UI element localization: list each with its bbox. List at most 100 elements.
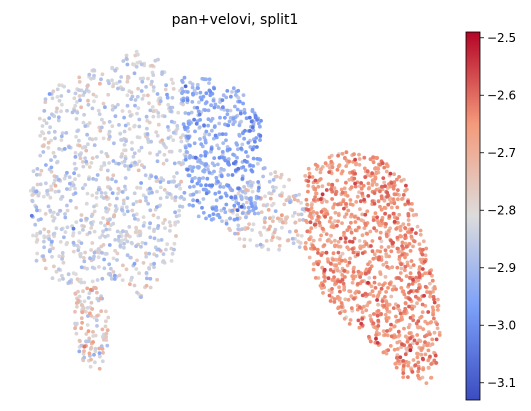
scatter-point [362,226,367,231]
scatter-point [253,201,257,205]
scatter-point [240,176,245,181]
scatter-point [308,211,313,216]
scatter-point [116,86,120,91]
scatter-point [125,93,130,98]
scatter-point [336,244,341,249]
scatter-point [43,266,48,271]
scatter-point [96,247,101,251]
scatter-point [236,147,240,152]
scatter-point [49,158,53,163]
scatter-point [185,90,190,94]
scatter-points [28,49,442,385]
scatter-point [91,177,95,181]
scatter-point [104,309,108,314]
scatter-point [408,271,413,276]
scatter-point [191,165,196,170]
scatter-point [226,183,231,188]
scatter-point [368,229,373,234]
scatter-point [228,216,233,221]
scatter-point [365,232,369,236]
scatter-point [322,267,327,272]
scatter-point [135,258,139,263]
scatter-point [86,98,90,103]
scatter-point [350,247,355,251]
scatter-point [392,172,396,177]
scatter-point [36,193,41,198]
scatter-point [97,354,102,359]
scatter-point [86,296,91,300]
scatter-point [99,309,104,314]
scatter-point [90,241,95,245]
scatter-point [83,156,87,161]
scatter-point [90,265,95,270]
scatter-point [150,105,155,109]
scatter-point [400,244,404,248]
scatter-point [75,129,80,134]
scatter-point [251,222,256,227]
scatter-point [239,205,244,209]
scatter-point [212,163,217,168]
scatter-point [287,177,291,182]
scatter-point [381,176,386,181]
scatter-point [403,301,408,305]
scatter-point [187,203,192,207]
scatter-point [340,258,344,263]
scatter-point [154,179,159,184]
scatter-point [358,207,362,212]
scatter-point [63,215,68,220]
scatter-point [366,280,370,285]
scatter-point [92,143,97,148]
scatter-point [77,143,82,148]
scatter-point [137,124,142,129]
scatter-point [51,150,56,155]
scatter-point [99,77,103,82]
scatter-point [339,187,344,192]
scatter-point [296,198,300,203]
scatter-point [103,105,107,110]
scatter-point [84,339,88,344]
scatter-point [89,357,93,362]
scatter-point [257,183,262,187]
scatter-point [99,150,104,154]
scatter-point [371,294,376,298]
scatter-point [248,238,253,242]
scatter-point [88,311,92,316]
scatter-point [253,139,257,144]
scatter-point [427,290,432,295]
scatter-point [138,229,142,234]
scatter-point [107,119,112,124]
scatter-point [148,151,152,156]
scatter-point [49,165,54,170]
scatter-point [327,155,332,160]
scatter-point [53,154,57,159]
scatter-point [136,86,141,91]
scatter-point [311,243,315,248]
scatter-point [416,278,421,283]
scatter-point [167,192,172,196]
scatter-point [81,186,85,191]
scatter-point [347,177,352,182]
scatter-point [250,228,255,232]
scatter-point [347,260,352,265]
scatter-point [140,79,145,84]
scatter-point [65,170,69,175]
scatter-point [109,266,113,271]
scatter-point [373,176,378,181]
scatter-point [59,109,63,114]
scatter-point [346,297,351,302]
scatter-point [380,161,385,166]
scatter-point [104,251,109,256]
scatter-point [399,345,404,349]
scatter-point [366,270,371,274]
scatter-point [208,89,213,94]
scatter-point [388,327,393,332]
scatter-point [434,337,439,342]
scatter-point [204,129,209,134]
scatter-point [347,322,352,326]
scatter-point [332,275,336,279]
scatter-point [190,82,195,87]
scatter-point [316,262,320,267]
scatter-point [266,247,271,252]
scatter-point [383,211,387,216]
